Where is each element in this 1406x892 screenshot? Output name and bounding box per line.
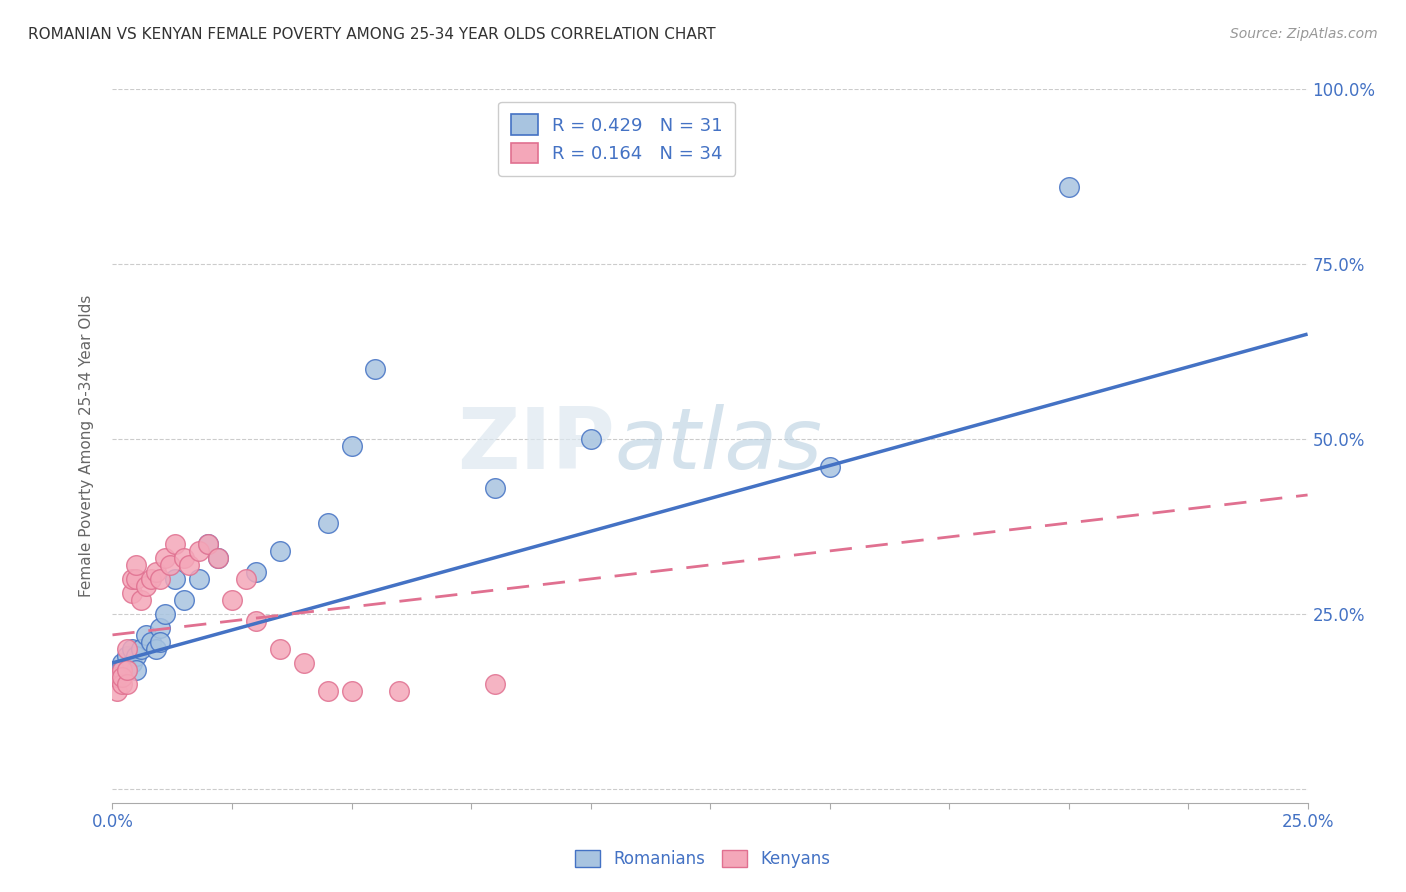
Legend: R = 0.429   N = 31, R = 0.164   N = 34: R = 0.429 N = 31, R = 0.164 N = 34 [498, 102, 735, 176]
Point [121, 572, 143, 586]
Point [173, 593, 195, 607]
Point [135, 628, 157, 642]
Point [579, 432, 602, 446]
Point [340, 439, 363, 453]
Point [115, 648, 138, 663]
Point [125, 558, 148, 572]
Point [145, 641, 167, 656]
Point [115, 663, 138, 677]
Point [145, 565, 167, 579]
Point [121, 586, 143, 600]
Point [153, 607, 176, 621]
Point [187, 572, 209, 586]
Point [121, 656, 143, 670]
Point [818, 460, 841, 475]
Point [149, 635, 172, 649]
Point [163, 572, 186, 586]
Point [221, 593, 243, 607]
Point [125, 663, 148, 677]
Point [484, 481, 506, 495]
Point [139, 572, 162, 586]
Point [197, 537, 219, 551]
Point [105, 663, 128, 677]
Point [105, 670, 128, 684]
Legend: Romanians, Kenyans: Romanians, Kenyans [569, 843, 837, 875]
Point [111, 656, 134, 670]
Point [197, 537, 219, 551]
Point [364, 362, 387, 376]
Point [340, 684, 363, 698]
Point [316, 516, 339, 530]
Point [1057, 180, 1080, 194]
Point [139, 635, 162, 649]
Y-axis label: Female Poverty Among 25-34 Year Olds: Female Poverty Among 25-34 Year Olds [79, 295, 94, 597]
Point [149, 621, 172, 635]
Point [129, 641, 152, 656]
Point [111, 670, 134, 684]
Point [484, 677, 506, 691]
Point [115, 641, 138, 656]
Point [269, 641, 291, 656]
Point [153, 550, 176, 565]
Point [173, 550, 195, 565]
Point [115, 677, 138, 691]
Point [115, 663, 138, 677]
Point [235, 572, 257, 586]
Point [187, 544, 209, 558]
Point [207, 550, 229, 565]
Text: ZIP: ZIP [457, 404, 614, 488]
Point [316, 684, 339, 698]
Point [105, 670, 128, 684]
Text: ROMANIAN VS KENYAN FEMALE POVERTY AMONG 25-34 YEAR OLDS CORRELATION CHART: ROMANIAN VS KENYAN FEMALE POVERTY AMONG … [28, 27, 716, 42]
Point [111, 663, 134, 677]
Point [159, 558, 181, 572]
Point [163, 537, 186, 551]
Point [245, 614, 267, 628]
Point [292, 656, 315, 670]
Point [269, 544, 291, 558]
Point [149, 572, 172, 586]
Point [125, 648, 148, 663]
Point [388, 684, 411, 698]
Point [111, 663, 134, 677]
Text: atlas: atlas [614, 404, 823, 488]
Point [207, 550, 229, 565]
Point [135, 579, 157, 593]
Point [121, 641, 143, 656]
Point [129, 593, 152, 607]
Text: Source: ZipAtlas.com: Source: ZipAtlas.com [1230, 27, 1378, 41]
Point [105, 684, 128, 698]
Point [111, 677, 134, 691]
Point [177, 558, 200, 572]
Point [125, 572, 148, 586]
Point [245, 565, 267, 579]
